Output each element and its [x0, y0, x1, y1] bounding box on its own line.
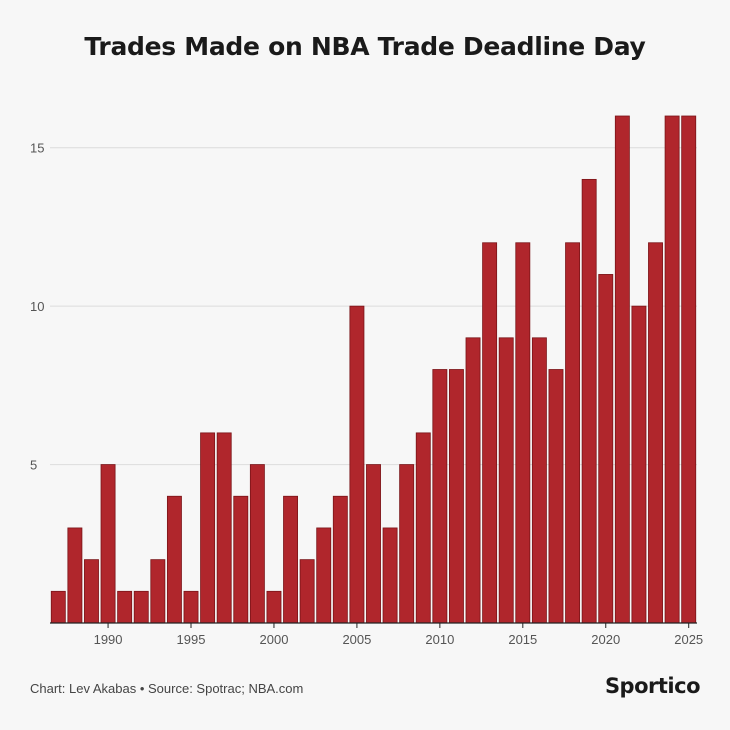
- bar-2000: [266, 590, 282, 624]
- bar-2015: [515, 242, 531, 624]
- bar-1989: [84, 559, 99, 624]
- source-credit: Chart: Lev Akabas • Source: Spotrac; NBA…: [30, 681, 304, 696]
- x-tick-label: 2020: [591, 632, 620, 647]
- bar-2016: [531, 337, 547, 624]
- y-tick-label: 15: [30, 141, 44, 156]
- bar-2017: [548, 369, 564, 624]
- x-tick-label: 2015: [508, 632, 537, 647]
- bar-1993: [150, 559, 166, 624]
- bar-2023: [648, 242, 663, 624]
- bar-2003: [316, 527, 332, 624]
- bars: [50, 115, 697, 624]
- bar-2005: [349, 305, 365, 624]
- bar-1999: [249, 464, 265, 624]
- bar-2012: [465, 337, 481, 624]
- bar-1988: [67, 527, 83, 624]
- bar-1996: [200, 432, 216, 624]
- bar-2007: [382, 527, 398, 624]
- bar-1994: [166, 495, 182, 624]
- x-tick-label: 2005: [342, 632, 371, 647]
- bar-1990: [100, 464, 116, 624]
- x-axis-ticks: 1990 1995 2000 2005 2010 2015 2020 2025: [94, 623, 703, 647]
- bar-2010: [432, 369, 448, 624]
- bar-1995: [183, 590, 199, 624]
- bar-1991: [117, 590, 133, 624]
- x-tick-label: 1995: [177, 632, 206, 647]
- bar-2002: [299, 559, 315, 624]
- bar-2011: [448, 369, 464, 624]
- x-tick-label: 1990: [94, 632, 123, 647]
- bar-2006: [366, 464, 381, 624]
- bar-2018: [565, 242, 581, 624]
- bar-2001: [283, 495, 299, 624]
- chart-title: Trades Made on NBA Trade Deadline Day: [84, 32, 646, 61]
- bar-2024: [664, 115, 680, 624]
- bar-2009: [415, 432, 431, 624]
- bar-2019: [581, 178, 597, 624]
- bar-2021: [614, 115, 630, 624]
- y-axis-ticks: 5 10 15: [30, 141, 44, 473]
- bar-2020: [598, 274, 614, 624]
- bar-2008: [399, 464, 415, 624]
- bar-2004: [332, 495, 348, 624]
- bar-2013: [482, 242, 498, 624]
- bar-2025: [681, 115, 697, 624]
- brand-logo: Sportico: [604, 674, 701, 698]
- bar-1987: [50, 590, 66, 624]
- x-tick-label: 2010: [425, 632, 454, 647]
- y-tick-label: 10: [30, 299, 44, 314]
- x-tick-label: 2000: [260, 632, 289, 647]
- bar-2022: [631, 305, 647, 624]
- bar-2014: [498, 337, 514, 624]
- x-tick-label: 2025: [674, 632, 703, 647]
- bar-1992: [133, 590, 149, 624]
- y-tick-label: 5: [30, 458, 37, 473]
- bar-1998: [233, 495, 249, 624]
- bar-1997: [216, 432, 232, 624]
